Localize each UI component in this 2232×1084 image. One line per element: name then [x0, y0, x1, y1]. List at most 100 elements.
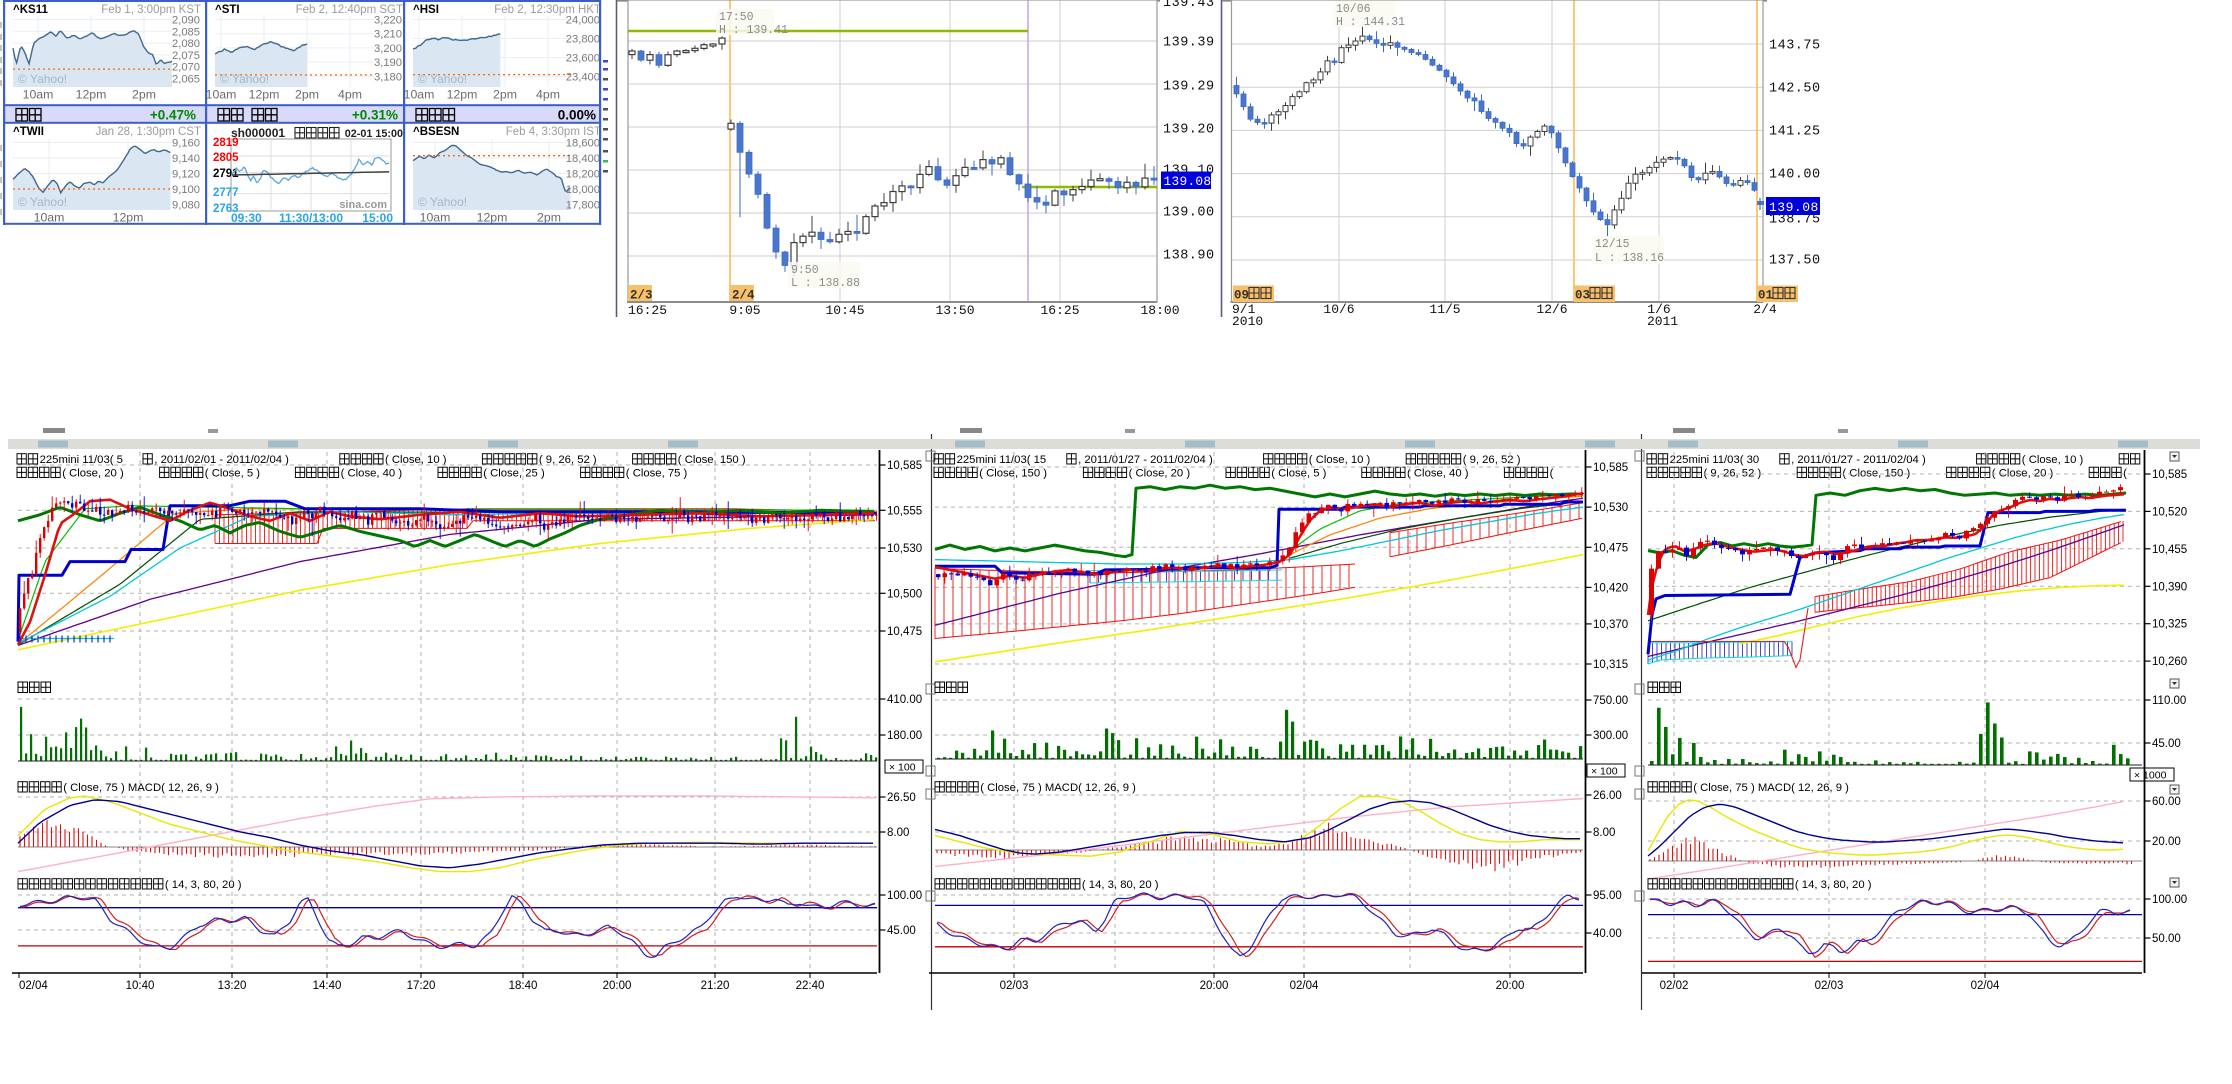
- svg-text:2,065: 2,065: [172, 74, 200, 86]
- svg-text:( Close, 10 ): ( Close, 10 ): [385, 454, 447, 466]
- svg-text:45.00: 45.00: [887, 925, 916, 937]
- svg-text:2,080: 2,080: [172, 38, 200, 50]
- svg-text:( Close, 40 ): ( Close, 40 ): [1407, 468, 1469, 480]
- svg-text:2,075: 2,075: [172, 50, 200, 62]
- svg-text:12pm: 12pm: [76, 88, 107, 102]
- svg-text:( Close, 20 ): ( Close, 20 ): [1992, 468, 2054, 480]
- svg-text:20:00: 20:00: [1200, 980, 1229, 992]
- svg-text:02-01 15:00: 02-01 15:00: [345, 128, 403, 140]
- svg-text:10,555: 10,555: [887, 505, 922, 517]
- svg-text:( Close, 20 ): ( Close, 20 ): [1129, 468, 1191, 480]
- svg-text:410.00: 410.00: [887, 694, 922, 706]
- svg-text:2805: 2805: [213, 152, 239, 164]
- svg-text:11/5: 11/5: [1429, 302, 1460, 317]
- svg-text:( Close, 10 ): ( Close, 10 ): [2022, 454, 2084, 466]
- svg-text:Feb 1, 3:00pm KST: Feb 1, 3:00pm KST: [101, 4, 201, 16]
- svg-text:Feb 4, 3:30pm IST: Feb 4, 3:30pm IST: [506, 126, 601, 138]
- svg-text:10am: 10am: [23, 88, 54, 102]
- svg-text:2010: 2010: [1232, 314, 1263, 329]
- svg-text:09: 09: [1234, 289, 1249, 303]
- svg-text:45.00: 45.00: [2152, 738, 2181, 750]
- svg-text:4pm: 4pm: [536, 88, 560, 102]
- svg-text:9:50: 9:50: [791, 264, 819, 277]
- svg-text:02/04: 02/04: [19, 980, 48, 992]
- svg-text:( Close, 75 ) MACD( 12, 26,: ( Close, 75 ) MACD( 12, 26, 9 ): [980, 782, 1136, 794]
- svg-text:2791: 2791: [213, 168, 239, 180]
- svg-text:100.00: 100.00: [2152, 894, 2187, 906]
- svg-text:10,585: 10,585: [1593, 462, 1628, 474]
- svg-text:24,000: 24,000: [566, 15, 600, 27]
- svg-text:2,090: 2,090: [172, 15, 200, 27]
- svg-text:3,190: 3,190: [374, 57, 402, 69]
- svg-text:Feb 2, 12:40pm SGT: Feb 2, 12:40pm SGT: [296, 4, 403, 16]
- svg-text:9:05: 9:05: [729, 303, 760, 318]
- svg-text:100.00: 100.00: [887, 890, 922, 902]
- svg-text:09:30: 09:30: [231, 211, 262, 225]
- svg-text:10am: 10am: [404, 88, 435, 102]
- svg-text:141.25: 141.25: [1769, 125, 1821, 140]
- svg-text:13:20: 13:20: [218, 980, 247, 992]
- svg-text:23,600: 23,600: [566, 53, 600, 65]
- svg-text:14:40: 14:40: [313, 980, 342, 992]
- svg-text:( Close, 5 ): ( Close, 5 ): [1271, 468, 1326, 480]
- svg-text:26.00: 26.00: [1593, 790, 1622, 802]
- svg-text:02/04: 02/04: [1290, 980, 1319, 992]
- svg-text:12/15: 12/15: [1595, 238, 1630, 251]
- svg-text:139.20: 139.20: [1163, 123, 1215, 138]
- svg-text:( Close, 75 ) MACD( 12, 26,: ( Close, 75 ) MACD( 12, 26, 9 ): [63, 782, 219, 794]
- svg-text:21:20: 21:20: [701, 980, 730, 992]
- svg-text:139.00: 139.00: [1163, 206, 1215, 221]
- svg-text:(: (: [1550, 468, 1554, 480]
- svg-text:142.50: 142.50: [1769, 82, 1821, 97]
- svg-text:139.29: 139.29: [1163, 80, 1215, 95]
- svg-text:10,475: 10,475: [887, 626, 922, 638]
- svg-text:11:30/13:00: 11:30/13:00: [279, 211, 343, 225]
- svg-text:10,315: 10,315: [1593, 659, 1628, 671]
- svg-text:12pm: 12pm: [477, 211, 508, 225]
- svg-text:10,585: 10,585: [887, 460, 922, 472]
- svg-text:3,220: 3,220: [374, 15, 402, 27]
- svg-text:18,000: 18,000: [566, 184, 600, 196]
- svg-text:^BSESN: ^BSESN: [413, 126, 459, 138]
- svg-text:3,180: 3,180: [374, 71, 402, 83]
- svg-text:( Close, 25 ): ( Close, 25 ): [483, 468, 545, 480]
- svg-text:10am: 10am: [206, 88, 237, 102]
- svg-text:10/06: 10/06: [1336, 3, 1371, 16]
- svg-text:( Close, 75 ) MACD( 12, 26,: ( Close, 75 ) MACD( 12, 26, 9 ): [1693, 782, 1849, 794]
- svg-text:12pm: 12pm: [447, 88, 478, 102]
- svg-text:2pm: 2pm: [132, 88, 156, 102]
- svg-text:4pm: 4pm: [338, 88, 362, 102]
- svg-text:16:25: 16:25: [1040, 303, 1079, 318]
- svg-text:9,160: 9,160: [172, 138, 200, 150]
- svg-text:© Yahoo!: © Yahoo!: [18, 72, 67, 86]
- svg-text:139.08: 139.08: [1164, 174, 1212, 189]
- svg-text:17:20: 17:20: [407, 980, 436, 992]
- svg-text:225mini 11/03( 15: 225mini 11/03( 15: [957, 454, 1047, 466]
- svg-text:10,455: 10,455: [2152, 544, 2187, 556]
- svg-text:50.00: 50.00: [2152, 933, 2181, 945]
- svg-text:3,210: 3,210: [374, 29, 402, 41]
- svg-text:9,080: 9,080: [172, 200, 200, 212]
- svg-text:© Yahoo!: © Yahoo!: [418, 195, 467, 209]
- svg-text:( Close, 150 ): ( Close, 150 ): [678, 454, 746, 466]
- svg-text:× 100: × 100: [889, 762, 916, 774]
- svg-text:( Close, 150 ): ( Close, 150 ): [1842, 468, 1910, 480]
- svg-text:139.08: 139.08: [1769, 200, 1819, 215]
- svg-text:H : 139.41: H : 139.41: [719, 24, 788, 37]
- svg-text:10,500: 10,500: [887, 588, 922, 600]
- svg-text:18,200: 18,200: [566, 169, 600, 181]
- svg-text:8.00: 8.00: [1593, 827, 1615, 839]
- svg-text:( Close, 150 ): ( Close, 150 ): [979, 468, 1047, 480]
- svg-text:+0.47%: +0.47%: [150, 108, 196, 123]
- svg-text:© Yahoo!: © Yahoo!: [418, 72, 467, 86]
- svg-text:40.00: 40.00: [1593, 928, 1622, 940]
- svg-text:140.00: 140.00: [1769, 168, 1821, 183]
- svg-text:10,530: 10,530: [887, 543, 922, 555]
- svg-text:10,520: 10,520: [2152, 506, 2187, 518]
- svg-text:10am: 10am: [34, 211, 65, 225]
- svg-text:300.00: 300.00: [1593, 730, 1628, 742]
- svg-text:( 14, 3, 80, 20 ): ( 14, 3, 80, 20 ): [165, 879, 242, 891]
- svg-text:9,140: 9,140: [172, 153, 200, 165]
- svg-text:10/6: 10/6: [1323, 302, 1354, 317]
- svg-text:10,585: 10,585: [2152, 469, 2187, 481]
